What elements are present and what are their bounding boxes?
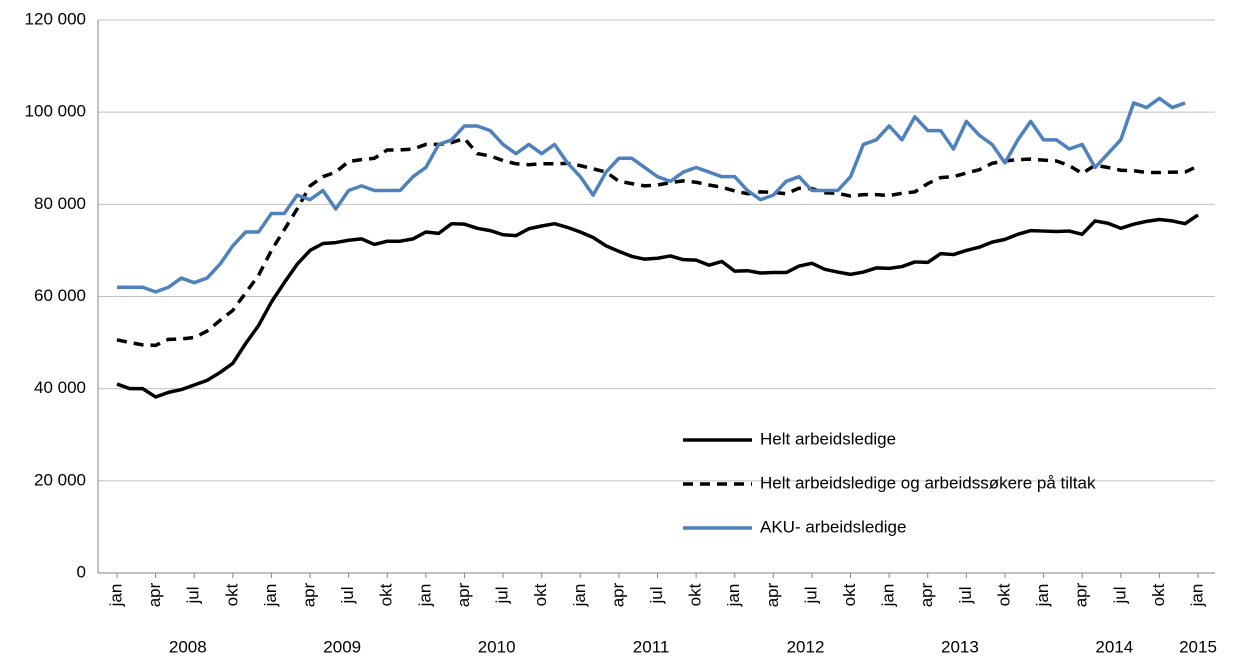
x-tick-label: jul: [956, 586, 975, 604]
year-label: 2015: [1179, 637, 1217, 656]
x-tick-label: jul: [801, 586, 820, 604]
year-label: 2012: [787, 637, 825, 656]
y-tick-label: 100 000: [25, 102, 86, 121]
year-label: 2013: [941, 637, 979, 656]
x-tick-label: okt: [686, 583, 705, 606]
year-label: 2008: [169, 637, 207, 656]
x-tick-label: jan: [106, 584, 125, 608]
x-tick-label: jan: [879, 584, 898, 608]
year-label: 2009: [323, 637, 361, 656]
x-tick-label: jan: [415, 584, 434, 608]
legend-label: AKU- arbeidsledige: [760, 517, 906, 536]
x-tick-label: jan: [724, 584, 743, 608]
x-tick-label: apr: [300, 582, 319, 607]
x-tick-label: jan: [1033, 584, 1052, 608]
x-tick-label: apr: [917, 582, 936, 607]
y-tick-label: 0: [77, 562, 86, 581]
x-tick-label: apr: [145, 582, 164, 607]
y-tick-label: 60 000: [34, 286, 86, 305]
legend-label: Helt arbeidsledige og arbeidssøkere på t…: [760, 473, 1096, 492]
x-tick-label: apr: [1072, 582, 1091, 607]
x-tick-label: jan: [1187, 584, 1206, 608]
x-tick-label: jul: [338, 586, 357, 604]
y-tick-label: 80 000: [34, 194, 86, 213]
x-tick-label: jan: [261, 584, 280, 608]
x-tick-label: jan: [570, 584, 589, 608]
series-line: [116, 136, 1199, 348]
x-tick-label: apr: [454, 582, 473, 607]
y-tick-label: 20 000: [34, 470, 86, 489]
x-tick-label: jul: [1110, 586, 1129, 604]
year-label: 2010: [478, 637, 516, 656]
x-tick-label: okt: [840, 583, 859, 606]
x-tick-label: okt: [222, 583, 241, 606]
x-tick-label: jul: [184, 586, 203, 604]
x-tick-label: jul: [493, 586, 512, 604]
x-tick-label: jul: [647, 586, 666, 604]
x-tick-label: apr: [608, 582, 627, 607]
legend-label: Helt arbeidsledige: [760, 429, 896, 448]
series-line: [117, 96, 1186, 294]
year-label: 2014: [1095, 637, 1133, 656]
x-tick-label: okt: [531, 583, 550, 606]
x-tick-label: apr: [763, 582, 782, 607]
series-line: [116, 213, 1199, 399]
x-tick-label: okt: [1149, 583, 1168, 606]
x-tick-label: okt: [994, 583, 1013, 606]
x-tick-label: okt: [377, 583, 396, 606]
y-tick-label: 40 000: [34, 378, 86, 397]
year-label: 2011: [633, 637, 670, 656]
y-tick-label: 120 000: [25, 9, 86, 28]
